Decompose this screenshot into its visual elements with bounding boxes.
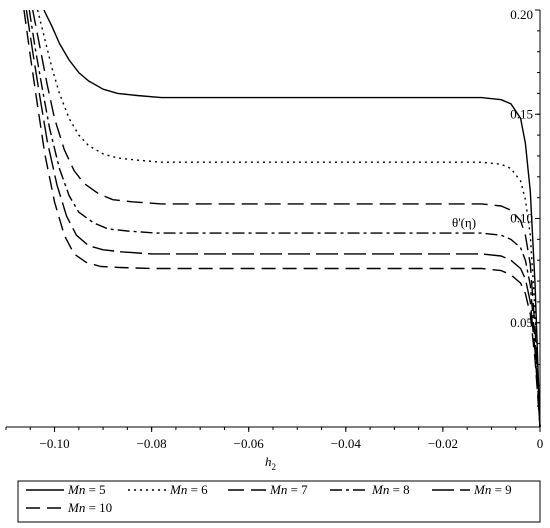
x-axis-label-main: h — [265, 454, 272, 469]
y-tick-label: 0.20 — [510, 7, 533, 22]
y-axis-label: θ'(η) — [452, 215, 476, 230]
x-axis-label: h2 — [265, 454, 276, 472]
x-tick-label: −0.08 — [137, 436, 167, 451]
legend-box — [17, 480, 541, 523]
x-tick-label: 0 — [537, 436, 544, 451]
x-tick-label: −0.04 — [331, 436, 362, 451]
y-tick-label: 0.15 — [510, 106, 533, 121]
series-line-mn-9 — [25, 10, 541, 427]
x-tick-label: −0.06 — [234, 436, 265, 451]
legend-entry-label: Mn = 9 — [473, 482, 512, 497]
series-line-mn-10 — [23, 10, 541, 427]
legend-entry-label: Mn = 6 — [169, 482, 208, 497]
x-tick-label: −0.10 — [39, 436, 69, 451]
series-line-mn-6 — [36, 10, 541, 427]
series-curves — [23, 10, 541, 427]
y-tick-label: 0.10 — [510, 211, 533, 226]
x-axis-label-subscript: 2 — [272, 462, 277, 472]
legend-entry-label: Mn = 8 — [371, 482, 410, 497]
legend: Mn = 5 Mn = 6 Mn = 7 Mn = 8 Mn = 9 Mn = 10 — [17, 480, 541, 523]
series-line-mn-7 — [32, 10, 541, 427]
y-ticks: 0.05 0.10 0.15 0.20 — [510, 7, 540, 407]
series-line-mn-5 — [43, 10, 541, 427]
x-ticks: −0.10 −0.08 −0.06 −0.04 −0.02 0 — [5, 427, 544, 451]
legend-entry-label: Mn = 7 — [269, 482, 308, 497]
legend-entry-label: Mn = 5 — [67, 482, 106, 497]
legend-entry-label: Mn = 10 — [67, 500, 112, 515]
y-tick-label: 0.05 — [510, 315, 533, 330]
x-tick-label: −0.02 — [428, 436, 458, 451]
series-line-mn-8 — [28, 10, 541, 427]
